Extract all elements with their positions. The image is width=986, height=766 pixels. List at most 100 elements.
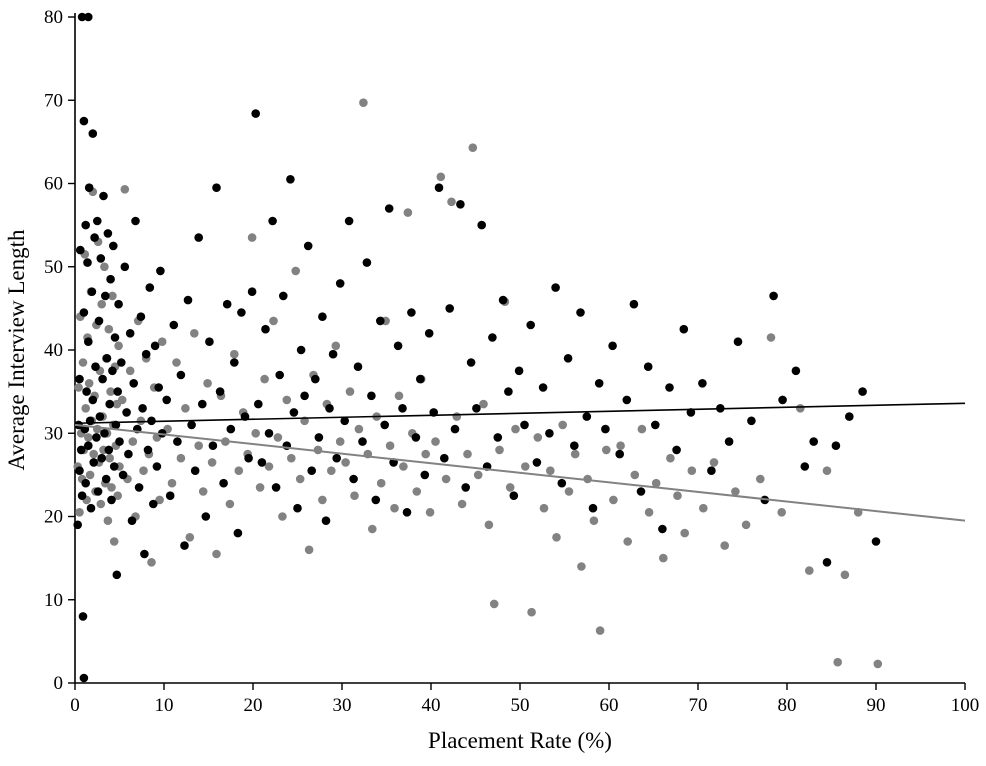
scatter-point-black-series [115,437,124,446]
scatter-point-black-series [296,345,306,355]
scatter-point-black-series [303,241,313,251]
x-tick-label: 50 [511,695,530,716]
scatter-point-gray-series [425,508,435,517]
scatter-point-gray-series [75,508,84,517]
scatter-point-black-series [376,316,385,326]
scatter-point-black-series [532,458,542,467]
scatter-point-black-series [261,324,270,334]
scatter-point-gray-series [251,429,260,438]
scatter-point-gray-series [350,491,359,501]
scatter-point-black-series [398,404,407,413]
scatter-point-black-series [154,383,163,392]
y-tick-label: 30 [44,423,63,444]
scatter-point-black-series [268,216,277,226]
scatter-point-gray-series [796,404,805,413]
scatter-point-gray-series [741,520,751,530]
scatter-point-gray-series [260,374,269,384]
scatter-point-black-series [416,374,425,384]
scatter-point-black-series [169,320,179,330]
scatter-point-black-series [101,474,111,484]
scatter-point-gray-series [805,566,814,575]
scatter-point-gray-series [822,466,832,476]
scatter-point-gray-series [269,316,278,326]
scatter-point-black-series [112,570,122,580]
scatter-point-black-series [102,354,112,363]
scatter-point-black-series [113,387,122,396]
scatter-point-black-series [244,453,253,463]
scatter-point-black-series [791,366,801,376]
scatter-point-black-series [117,358,126,367]
scatter-point-black-series [76,245,85,255]
scatter-point-black-series [108,366,117,376]
x-tick-label: 20 [244,695,263,716]
scatter-point-black-series [109,462,119,471]
scatter-point-black-series [679,324,689,334]
scatter-point-gray-series [589,516,599,525]
scatter-point-gray-series [558,420,567,430]
scatter-point-black-series [434,183,444,192]
scatter-point-gray-series [630,470,640,480]
scatter-point-black-series [109,241,118,251]
scatter-point-gray-series [533,433,543,442]
x-tick-label: 70 [689,695,708,716]
scatter-point-gray-series [527,607,536,617]
scatter-point-black-series [143,445,153,455]
scatter-point-black-series [93,487,103,496]
scatter-point-black-series [140,549,149,559]
scatter-point-black-series [582,412,592,421]
scatter-point-gray-series [113,491,122,501]
scatter-point-gray-series [609,495,618,505]
scatter-point-black-series [82,387,91,396]
scatter-point-black-series [472,404,481,413]
scatter-point-black-series [424,329,434,338]
scatter-point-black-series [77,12,87,22]
scatter-point-gray-series [539,503,549,513]
scatter-point-black-series [173,437,182,446]
scatter-point-gray-series [318,495,327,505]
scatter-point-gray-series [81,404,90,413]
scatter-point-black-series [96,254,106,263]
scatter-point-black-series [461,483,471,492]
y-tick-label: 80 [44,7,63,28]
scatter-point-black-series [83,258,92,267]
scatter-point-black-series [118,470,128,480]
scatter-point-black-series [871,537,881,546]
scatter-point-black-series [136,312,146,322]
scatter-point-black-series [73,520,82,530]
scatter-point-black-series [94,316,104,326]
x-tick-label: 80 [778,695,797,716]
y-tick-label: 50 [44,257,63,278]
scatter-point-black-series [445,304,455,313]
scatter-point-gray-series [441,474,451,484]
scatter-point-gray-series [680,528,689,538]
scatter-point-gray-series [602,445,611,455]
scatter-point-black-series [380,420,390,430]
scatter-point-black-series [325,404,334,413]
scatter-point-gray-series [128,437,138,446]
scatter-point-gray-series [212,549,221,559]
scatter-point-black-series [371,495,381,505]
scatter-point-gray-series [106,387,115,396]
scatter-point-black-series [643,362,653,372]
scatter-point-black-series [800,462,810,471]
scatter-point-black-series [411,433,421,442]
scatter-point-gray-series [155,495,164,505]
scatter-point-black-series [407,308,416,317]
scatter-point-black-series [257,458,267,467]
scatter-point-gray-series [766,333,776,342]
scatter-point-black-series [293,503,302,513]
scatter-point-black-series [594,379,604,388]
scatter-point-gray-series [304,545,314,555]
scatter-point-gray-series [96,499,106,509]
scatter-point-gray-series [136,416,146,426]
scatter-point-black-series [488,333,497,342]
scatter-point-gray-series [172,358,181,367]
scatter-point-black-series [318,312,327,322]
scatter-point-gray-series [295,474,305,484]
x-axis-title: Placement Rate (%) [428,728,612,753]
scatter-point-black-series [498,295,508,305]
scatter-point-gray-series [147,558,156,567]
scatter-point-black-series [79,673,89,683]
scatter-point-black-series [601,424,610,434]
